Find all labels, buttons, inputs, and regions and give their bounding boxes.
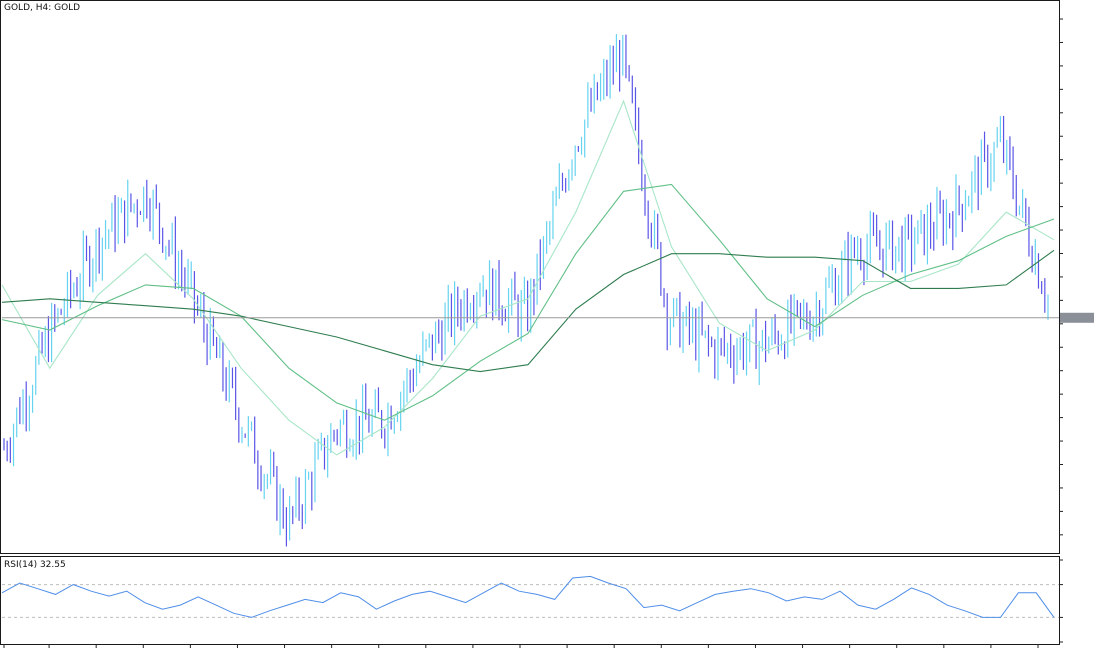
- current-price-tag: [1060, 312, 1094, 323]
- chart-title: GOLD, H4: GOLD: [4, 3, 80, 13]
- rsi-title: RSI(14) 32.55: [4, 560, 66, 570]
- rsi-panel-frame: [0, 556, 1060, 645]
- moving-average-line: [1, 183, 1055, 421]
- moving-average-line: [1, 99, 1055, 456]
- rsi-axis: [1059, 559, 1063, 643]
- moving-average-line: [1, 249, 1055, 373]
- price-axis: [1059, 18, 1094, 536]
- price-plot: [1, 34, 1059, 547]
- rsi-line: [1, 575, 1055, 618]
- time-axis: [3, 645, 1039, 648]
- rsi-plot: [1, 575, 1059, 618]
